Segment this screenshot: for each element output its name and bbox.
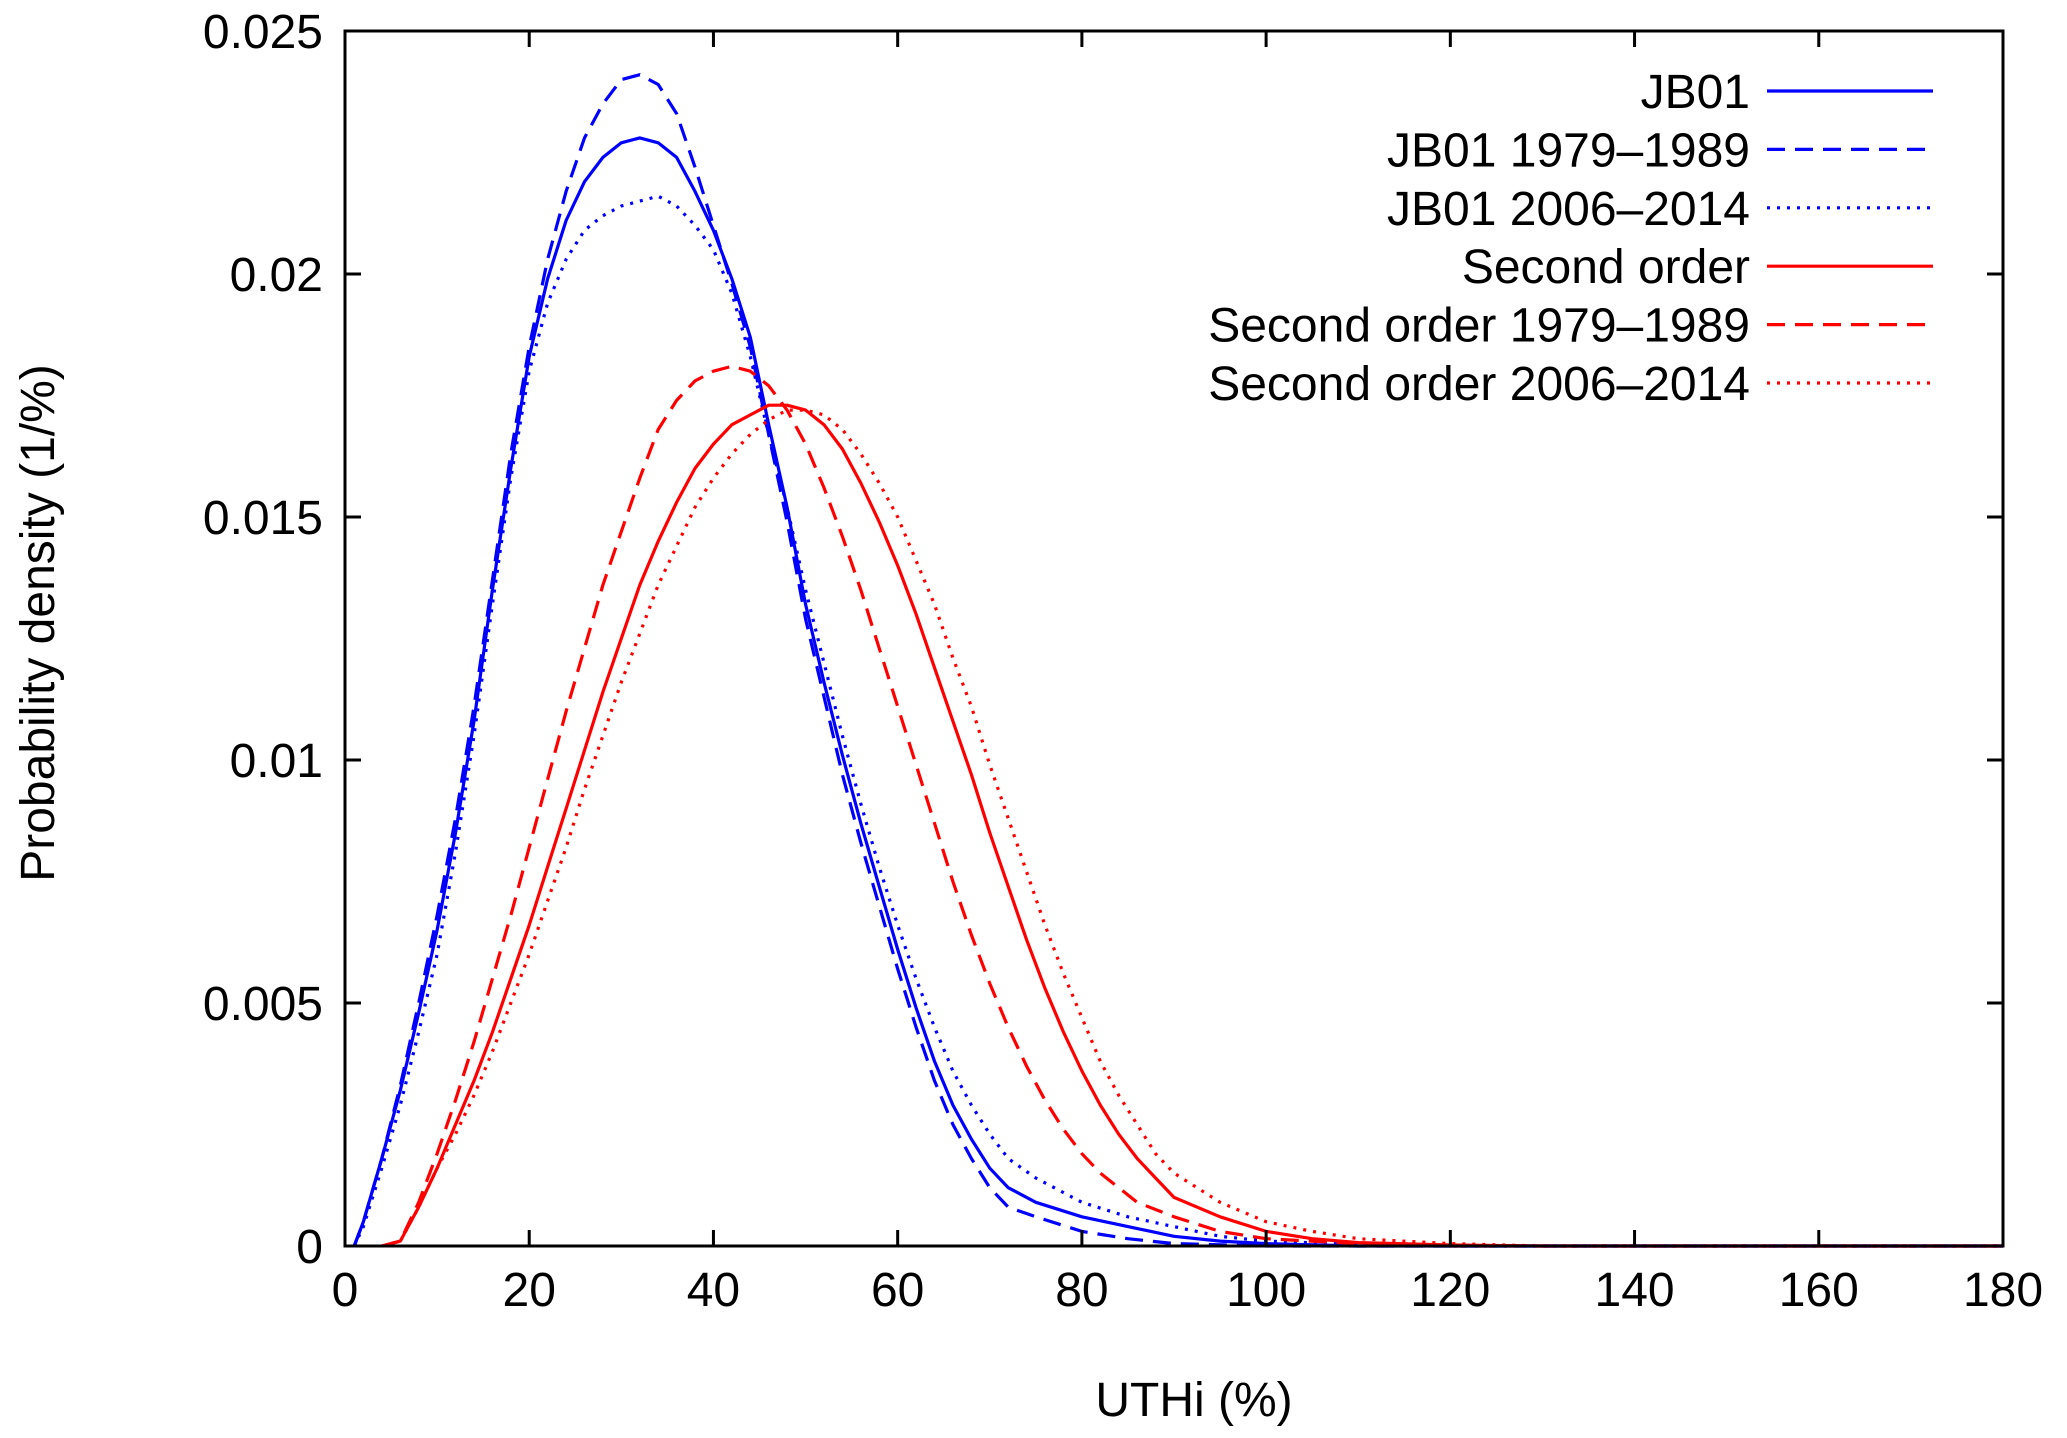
series-line-5 <box>381 408 2003 1248</box>
legend-label-1: JB01 1979–1989 <box>1387 124 1750 177</box>
y-tick-label: 0.025 <box>203 6 323 59</box>
y-tick-label: 0 <box>296 1221 323 1274</box>
series-line-4 <box>381 364 2003 1248</box>
legend-label-0: JB01 <box>1641 66 1750 119</box>
x-tick-label: 120 <box>1410 1264 1490 1317</box>
series-line-3 <box>381 403 2003 1248</box>
y-tick-label: 0.02 <box>230 249 323 302</box>
plot-frame <box>343 29 2005 1248</box>
y-axis-label: Probability density (1/%) <box>12 364 65 882</box>
legend-label-2: JB01 2006–2014 <box>1387 183 1750 236</box>
x-tick-label: 100 <box>1226 1264 1306 1317</box>
series-line-2 <box>352 194 2003 1248</box>
series-line-1 <box>352 73 2003 1248</box>
series-line-0 <box>352 136 2003 1248</box>
x-tick-label: 140 <box>1595 1264 1675 1317</box>
x-tick-label: 20 <box>503 1264 556 1317</box>
x-tick-label: 180 <box>1963 1264 2043 1317</box>
legend-label-3: Second order <box>1462 241 1750 294</box>
x-tick-label: 160 <box>1779 1264 1859 1317</box>
axis-ticks: 0 20 40 60 80 100 120 140 160 180 0 0.005 0.01 0.015 0… <box>203 6 2043 1317</box>
x-tick-label: 40 <box>687 1264 740 1317</box>
series-lines <box>352 73 2003 1248</box>
x-axis-label: UTHi (%) <box>1095 1374 1292 1427</box>
plot-border <box>343 29 2005 1248</box>
y-tick-label: 0.015 <box>203 492 323 545</box>
x-tick-label: 0 <box>332 1264 359 1317</box>
legend-label-4: Second order 1979–1989 <box>1208 300 1750 353</box>
legend-label-5: Second order 2006–2014 <box>1208 358 1750 411</box>
x-tick-label: 60 <box>871 1264 924 1317</box>
y-tick-label: 0.005 <box>203 978 323 1031</box>
y-tick-label: 0.01 <box>230 735 323 788</box>
x-tick-label: 80 <box>1055 1264 1108 1317</box>
